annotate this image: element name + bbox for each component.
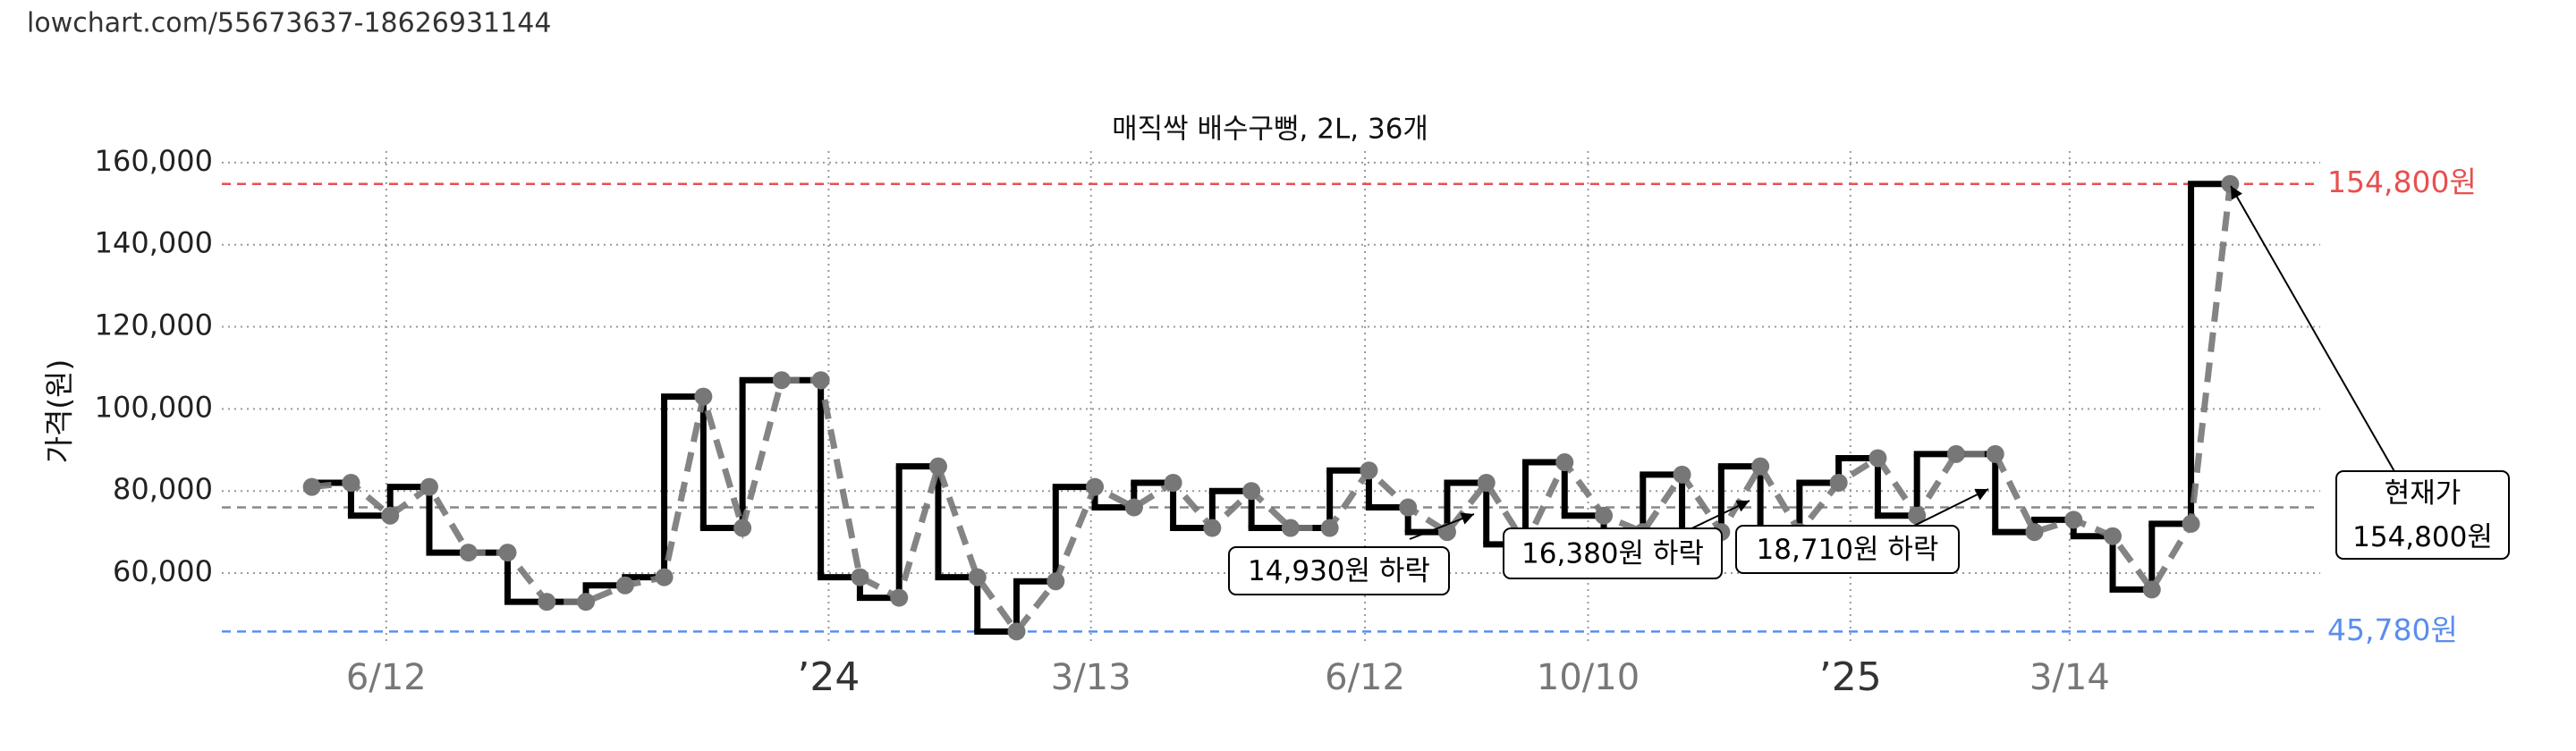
price-point	[1437, 523, 1456, 542]
annotation-text: 14,930원 하락	[1248, 555, 1430, 587]
price-point	[419, 477, 438, 496]
price-point	[1908, 506, 1927, 525]
price-point	[1007, 622, 1026, 641]
y-tick-label: 160,000	[95, 144, 213, 178]
price-point	[538, 593, 556, 612]
price-point	[1868, 449, 1887, 468]
price-point	[1086, 477, 1105, 496]
price-point	[1555, 453, 1574, 472]
price-point	[615, 576, 634, 595]
annotation-text: 16,380원 하락	[1521, 538, 1704, 570]
price-point	[1124, 498, 1143, 517]
y-tick-label: 100,000	[95, 390, 213, 424]
price-point	[733, 519, 752, 537]
price-point	[694, 387, 713, 406]
price-point	[811, 371, 830, 390]
x-tick-label: ’24	[797, 654, 860, 700]
x-tick-label: 6/12	[346, 657, 427, 698]
annotation-arrow	[1913, 488, 1989, 527]
y-tick-label: 60,000	[113, 554, 213, 588]
y-tick-label: 140,000	[95, 226, 213, 260]
price-point	[1595, 506, 1614, 525]
x-tick-label: ’25	[1819, 654, 1882, 700]
price-point	[1751, 457, 1770, 476]
annotation-box	[1228, 546, 1450, 595]
annotation-box	[1503, 527, 1723, 579]
price-point	[851, 568, 869, 586]
price-point	[2182, 514, 2200, 533]
y-tick-label: 120,000	[95, 308, 213, 342]
price-point	[890, 588, 909, 607]
annotation-box	[1735, 525, 1960, 574]
price-point	[1164, 474, 1182, 493]
annotation-text: 154,800원	[2352, 521, 2493, 553]
price-point	[1360, 461, 1378, 480]
url: lowchart.com/55673637-18626931144	[27, 8, 551, 39]
annotation-arrow	[1409, 512, 1475, 540]
price-point	[2025, 523, 2044, 542]
price-point	[2104, 527, 2123, 545]
price-point	[968, 568, 987, 586]
annotation-box	[2335, 470, 2510, 560]
price-point	[1946, 444, 1965, 463]
price-point	[342, 474, 360, 493]
x-tick-label: 3/14	[2029, 657, 2110, 698]
price-point	[1986, 444, 2004, 463]
price-point	[302, 477, 321, 496]
price-point	[1399, 498, 1418, 517]
price-point	[655, 568, 674, 586]
y-axis-label: 가격(원)	[42, 359, 77, 464]
price-point	[459, 544, 478, 562]
annotation-arrow	[1683, 500, 1750, 533]
price-point	[1281, 519, 1300, 537]
price-point	[772, 371, 791, 390]
price-point	[1829, 474, 1848, 493]
price-point	[1477, 474, 1496, 493]
price-point	[2221, 174, 2240, 193]
price-point	[577, 593, 596, 612]
price-point	[498, 544, 517, 562]
x-tick-label: 6/12	[1325, 657, 1405, 698]
price-point	[1046, 572, 1065, 591]
x-tick-label: 10/10	[1537, 657, 1640, 698]
price-point	[2064, 511, 2083, 529]
price-point	[381, 506, 400, 525]
chart-title: 매직싹 배수구뻥, 2L, 36개	[1112, 114, 1428, 146]
price-point	[1320, 519, 1339, 537]
annotation-text: 현재가	[2385, 477, 2462, 510]
reference-label: 154,800원	[2327, 165, 2477, 199]
annotation-arrow	[2230, 185, 2396, 474]
price-point	[1203, 519, 1222, 537]
price-point	[1673, 465, 1691, 484]
price-point	[1242, 482, 1261, 501]
y-tick-label: 80,000	[113, 472, 213, 506]
reference-label: 45,780원	[2327, 612, 2458, 647]
x-tick-label: 3/13	[1051, 657, 1131, 698]
annotation-text: 18,710원 하락	[1757, 534, 1939, 566]
price-point	[928, 457, 947, 476]
price-point	[2142, 580, 2161, 599]
